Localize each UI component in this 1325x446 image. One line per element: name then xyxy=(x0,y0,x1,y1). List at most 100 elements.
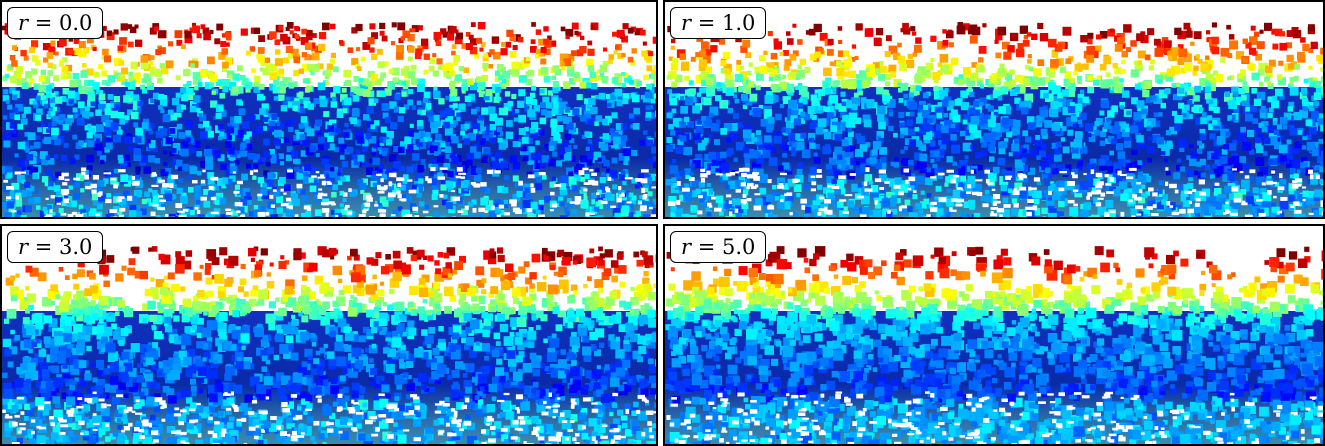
point xyxy=(557,116,563,122)
point xyxy=(61,155,67,161)
point xyxy=(418,25,423,30)
point xyxy=(1034,139,1041,146)
point xyxy=(614,50,618,54)
point xyxy=(22,83,29,90)
point xyxy=(301,213,306,217)
point xyxy=(254,205,258,209)
point xyxy=(684,183,689,188)
gap xyxy=(589,169,593,171)
point xyxy=(213,150,221,158)
point xyxy=(343,70,351,78)
point xyxy=(577,94,583,100)
point xyxy=(706,87,715,96)
gap xyxy=(591,173,597,176)
point xyxy=(304,164,311,171)
point xyxy=(549,146,554,151)
point xyxy=(52,121,57,126)
point xyxy=(921,191,925,195)
point xyxy=(1054,154,1062,162)
point xyxy=(1118,151,1126,159)
point xyxy=(1091,215,1100,217)
point xyxy=(128,145,134,151)
point xyxy=(621,72,625,76)
point xyxy=(497,64,504,71)
point xyxy=(1050,59,1059,68)
point xyxy=(775,114,782,121)
gap xyxy=(63,198,69,203)
point xyxy=(1096,34,1101,39)
point xyxy=(1174,124,1181,131)
point xyxy=(823,68,832,77)
point xyxy=(786,31,791,36)
gap xyxy=(171,175,178,179)
point xyxy=(963,143,972,152)
point xyxy=(1087,39,1092,44)
point xyxy=(278,153,284,159)
point xyxy=(404,137,411,144)
point xyxy=(419,201,424,206)
point xyxy=(768,68,773,73)
point xyxy=(1094,121,1099,126)
point xyxy=(1308,66,1312,70)
point xyxy=(408,71,416,79)
point xyxy=(1060,196,1065,201)
point xyxy=(941,137,948,144)
point xyxy=(940,54,949,63)
point xyxy=(1224,186,1232,194)
gap xyxy=(317,195,322,199)
point xyxy=(219,107,224,112)
point xyxy=(473,129,477,133)
point xyxy=(51,111,56,116)
point xyxy=(1288,106,1294,112)
point xyxy=(1125,216,1131,217)
point xyxy=(55,97,62,104)
point xyxy=(763,51,767,55)
point xyxy=(922,124,930,132)
point xyxy=(613,137,621,145)
point xyxy=(1292,160,1301,169)
point xyxy=(1280,155,1287,162)
point xyxy=(1222,149,1228,155)
gap xyxy=(127,196,132,201)
point xyxy=(327,63,334,70)
point xyxy=(889,112,893,116)
point xyxy=(586,113,591,118)
point xyxy=(235,151,239,155)
point xyxy=(1210,77,1216,83)
point xyxy=(891,202,896,207)
point xyxy=(1019,101,1025,107)
point xyxy=(684,117,689,122)
point xyxy=(312,53,320,61)
point xyxy=(453,55,460,62)
point xyxy=(54,154,59,159)
point xyxy=(1119,181,1127,189)
point xyxy=(390,122,397,129)
point xyxy=(827,112,834,119)
point xyxy=(198,216,203,217)
point xyxy=(973,110,980,117)
point xyxy=(1225,91,1231,97)
point xyxy=(1233,92,1238,97)
point xyxy=(434,212,439,217)
gap xyxy=(397,183,400,187)
point xyxy=(94,72,100,78)
point xyxy=(523,200,531,208)
point xyxy=(181,142,188,149)
point xyxy=(832,179,837,184)
point xyxy=(1138,160,1143,165)
point xyxy=(1150,59,1155,64)
point xyxy=(180,87,186,93)
point xyxy=(286,46,293,53)
point xyxy=(501,42,506,47)
gap xyxy=(254,170,258,173)
point xyxy=(227,127,234,134)
point xyxy=(326,81,330,85)
point xyxy=(225,141,232,148)
point xyxy=(1013,120,1021,128)
point xyxy=(199,70,206,77)
gap xyxy=(398,178,405,181)
point xyxy=(495,152,502,159)
point xyxy=(277,207,283,213)
point xyxy=(324,143,330,149)
point xyxy=(1277,74,1283,80)
